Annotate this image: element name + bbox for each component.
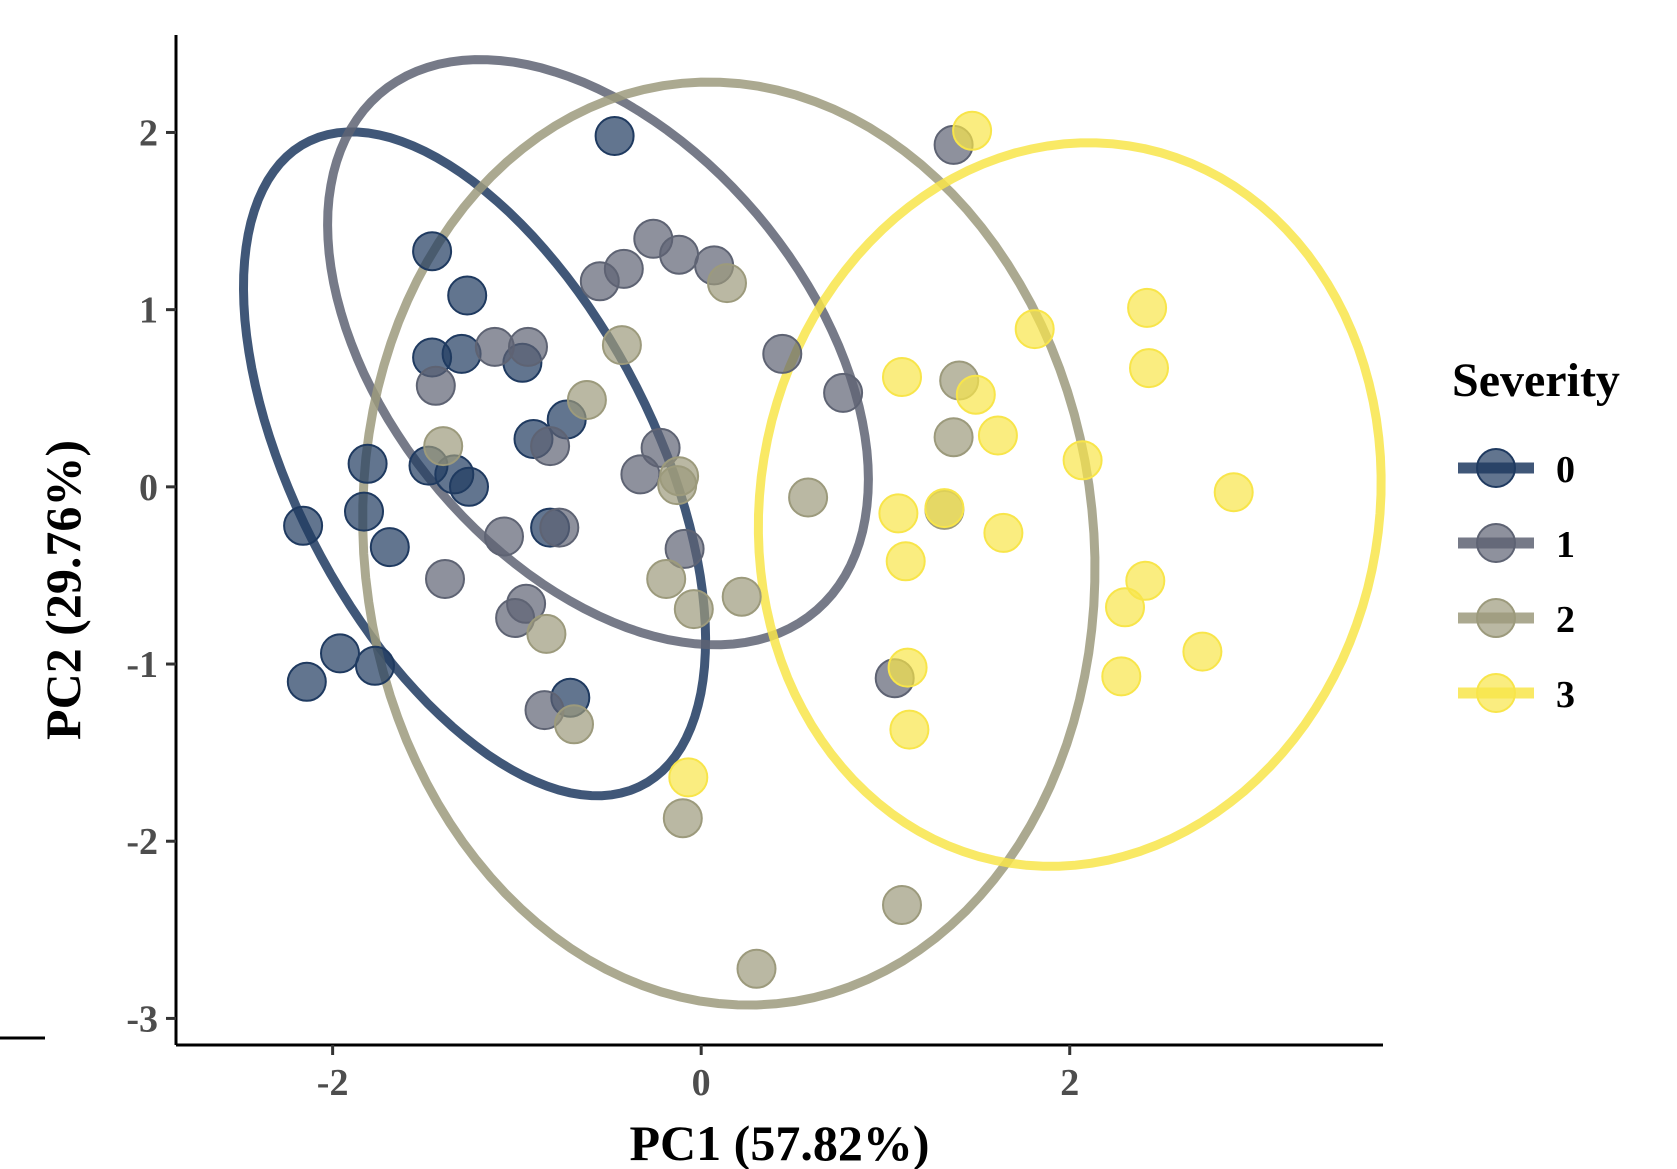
- point-severity-3: [977, 415, 1018, 456]
- point-severity-0: [369, 527, 410, 568]
- point-severity-3: [983, 512, 1024, 553]
- point-severity-3: [1125, 560, 1166, 601]
- y-tick-label: -2: [126, 821, 158, 863]
- point-severity-2: [707, 263, 747, 304]
- point-severity-3: [1062, 440, 1103, 481]
- point-severity-2: [554, 704, 594, 745]
- point-severity-2: [657, 465, 698, 506]
- point-severity-1: [425, 559, 465, 599]
- point-severity-1: [762, 333, 803, 374]
- point-severity-1: [508, 326, 548, 367]
- point-severity-0: [447, 275, 488, 316]
- y-tick-label: 0: [139, 467, 158, 509]
- point-severity-1: [415, 365, 456, 406]
- legend-key-point: [1476, 598, 1516, 638]
- point-severity-3: [1127, 287, 1168, 328]
- point-severity-3: [1014, 309, 1055, 350]
- point-severity-0: [283, 505, 324, 546]
- point-severity-1: [664, 528, 705, 569]
- point-severity-2: [736, 948, 777, 989]
- point-severity-3: [1213, 472, 1254, 513]
- point-severity-0: [347, 443, 388, 484]
- legend-key-point: [1476, 523, 1516, 563]
- point-severity-3: [1101, 656, 1142, 697]
- point-severity-1: [530, 426, 571, 467]
- point-severity-2: [788, 477, 829, 518]
- legend-title: Severity: [1452, 354, 1620, 407]
- point-severity-3: [1129, 348, 1169, 389]
- point-severity-2: [662, 798, 703, 839]
- point-severity-1: [484, 516, 524, 557]
- ellipse-severity-2: [358, 77, 1100, 1010]
- legend-key-point: [1476, 448, 1516, 488]
- x-tick-label: 0: [692, 1062, 711, 1104]
- point-severity-3: [955, 374, 996, 415]
- point-severity-3: [889, 709, 930, 750]
- point-severity-3: [1105, 587, 1145, 628]
- point-severity-1: [823, 372, 864, 413]
- point-severity-3: [885, 541, 926, 582]
- point-severity-1: [495, 598, 536, 638]
- y-tick-label: 1: [139, 290, 158, 332]
- point-severity-2: [526, 613, 567, 654]
- axis-ticks: -2 0 2 -3 -2 -1 0 1 2: [126, 112, 1079, 1104]
- point-severity-0: [594, 116, 635, 156]
- point-severity-3: [952, 110, 993, 151]
- point-severity-0: [344, 491, 384, 532]
- point-severity-2: [601, 325, 642, 366]
- point-severity-0: [449, 466, 489, 507]
- point-severity-1: [620, 454, 661, 495]
- point-severity-1: [579, 261, 620, 302]
- data-points: [283, 110, 1254, 989]
- x-axis-title: PC1 (57.82%): [630, 1115, 930, 1169]
- y-axis-title: PC2 (29.76%): [35, 440, 91, 740]
- point-severity-0: [412, 231, 453, 272]
- point-severity-3: [1182, 631, 1223, 672]
- point-severity-1: [659, 234, 700, 275]
- point-severity-1: [539, 507, 580, 548]
- point-severity-2: [882, 885, 922, 925]
- point-severity-2: [673, 589, 714, 630]
- legend-label: 0: [1556, 449, 1575, 491]
- point-severity-0: [355, 645, 395, 686]
- ellipse-severity-3: [753, 138, 1386, 871]
- point-severity-2: [933, 417, 974, 458]
- point-severity-3: [668, 757, 709, 798]
- legend-label: 2: [1556, 599, 1575, 641]
- legend-key-point: [1476, 673, 1516, 713]
- x-tick-label: 2: [1060, 1062, 1079, 1104]
- point-severity-0: [286, 661, 327, 702]
- point-severity-0: [320, 633, 360, 674]
- y-tick-label: 2: [139, 112, 158, 154]
- point-severity-3: [924, 488, 965, 529]
- point-severity-3: [878, 493, 919, 534]
- point-severity-1: [640, 427, 681, 468]
- y-tick-label: -1: [126, 644, 158, 686]
- y-tick-label: -3: [126, 998, 158, 1040]
- point-severity-2: [423, 426, 464, 467]
- x-tick-label: -2: [317, 1062, 349, 1104]
- point-severity-2: [646, 559, 687, 599]
- confidence-ellipses: [238, 55, 1386, 1010]
- legend-label: 1: [1556, 524, 1575, 566]
- point-severity-3: [887, 647, 928, 688]
- axes: [0, 35, 1383, 1047]
- point-severity-2: [721, 576, 762, 617]
- point-severity-0: [441, 333, 482, 374]
- legend-label: 3: [1556, 674, 1575, 716]
- point-severity-2: [566, 380, 607, 420]
- point-severity-3: [882, 357, 922, 397]
- legend: Severity 0 1 2 3: [1452, 354, 1620, 716]
